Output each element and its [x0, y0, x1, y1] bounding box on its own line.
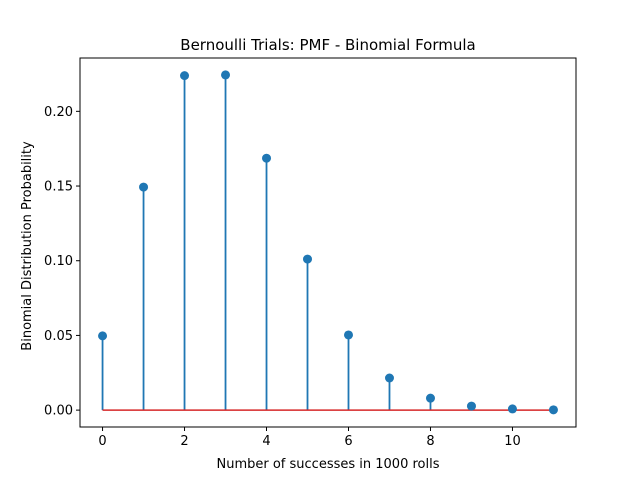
y-tick-label: 0.10 [44, 254, 73, 269]
x-axis-title: Number of successes in 1000 rolls [217, 457, 440, 472]
plot-area: 0 2 4 6 8 10 0.00 0.05 0.10 0.15 0.20 [44, 57, 577, 449]
data-point [180, 71, 190, 81]
x-tick-label: 6 [344, 434, 352, 449]
data-point [548, 405, 558, 415]
x-tick-label: 2 [180, 434, 188, 449]
data-point [262, 153, 272, 163]
data-point [384, 373, 394, 383]
data-point [343, 330, 353, 340]
x-tick-label: 0 [98, 434, 106, 449]
y-tick-label: 0.15 [44, 180, 73, 195]
data-point [139, 182, 149, 192]
data-point [303, 254, 313, 264]
x-tick-label: 4 [262, 434, 270, 449]
chart-title: Bernoulli Trials: PMF - Binomial Formula [180, 36, 475, 54]
data-point [507, 404, 517, 414]
x-tick-label: 8 [426, 434, 434, 449]
y-tick-label: 0.20 [44, 105, 73, 120]
y-axis-title: Binomial Distribution Probability [20, 141, 35, 351]
axes-frame [79, 57, 577, 428]
y-tick-label: 0.00 [44, 404, 73, 419]
data-point [466, 401, 476, 411]
data-point [98, 331, 108, 341]
y-tick-label: 0.05 [44, 329, 73, 344]
x-tick-label: 10 [504, 434, 521, 449]
data-point [425, 393, 435, 403]
data-point [221, 70, 231, 80]
